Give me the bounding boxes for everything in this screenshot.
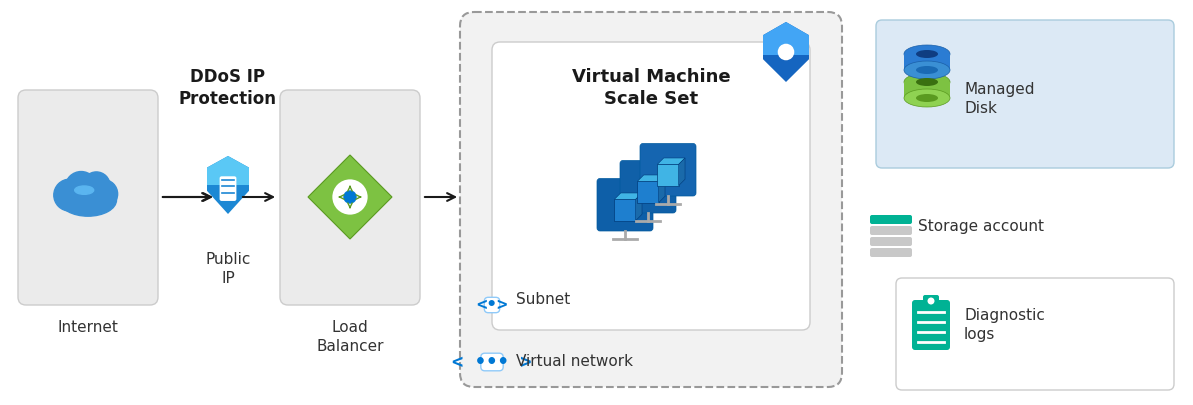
Text: Virtual Machine
Scale Set: Virtual Machine Scale Set	[571, 68, 730, 108]
FancyBboxPatch shape	[596, 179, 653, 231]
FancyBboxPatch shape	[18, 90, 157, 305]
FancyBboxPatch shape	[870, 248, 911, 257]
Bar	[904, 54, 950, 70]
Circle shape	[344, 190, 357, 204]
FancyBboxPatch shape	[870, 226, 911, 235]
Polygon shape	[614, 193, 642, 199]
Text: DDoS IP
Protection: DDoS IP Protection	[179, 68, 277, 108]
Circle shape	[333, 179, 367, 215]
Circle shape	[54, 179, 86, 211]
Circle shape	[82, 172, 110, 199]
Polygon shape	[764, 22, 809, 82]
Ellipse shape	[904, 73, 950, 91]
Text: Load
Balancer: Load Balancer	[316, 320, 384, 354]
Polygon shape	[637, 175, 665, 181]
Text: Public
IP: Public IP	[205, 252, 251, 286]
Text: Managed
Disk: Managed Disk	[964, 82, 1034, 115]
FancyBboxPatch shape	[280, 90, 420, 305]
Polygon shape	[636, 193, 642, 221]
Ellipse shape	[904, 89, 950, 107]
Ellipse shape	[916, 78, 938, 86]
Polygon shape	[208, 156, 249, 214]
Ellipse shape	[916, 50, 938, 58]
FancyBboxPatch shape	[896, 278, 1174, 390]
Bar	[657, 164, 679, 185]
FancyBboxPatch shape	[220, 176, 236, 201]
Polygon shape	[657, 158, 685, 164]
Bar	[614, 199, 636, 221]
Ellipse shape	[904, 61, 950, 79]
Circle shape	[88, 179, 118, 209]
Ellipse shape	[916, 66, 938, 74]
FancyBboxPatch shape	[639, 143, 696, 196]
Polygon shape	[308, 155, 392, 239]
Text: Internet: Internet	[57, 320, 118, 335]
Text: Storage account: Storage account	[917, 219, 1044, 234]
FancyBboxPatch shape	[460, 12, 842, 387]
Circle shape	[927, 298, 934, 305]
Circle shape	[66, 172, 97, 203]
Circle shape	[778, 44, 795, 60]
Polygon shape	[764, 22, 809, 55]
FancyBboxPatch shape	[911, 300, 950, 350]
Ellipse shape	[60, 184, 117, 216]
FancyBboxPatch shape	[620, 160, 676, 213]
Ellipse shape	[916, 94, 938, 102]
Polygon shape	[679, 158, 685, 185]
Text: Diagnostic
logs: Diagnostic logs	[964, 308, 1045, 341]
FancyBboxPatch shape	[484, 297, 500, 313]
FancyBboxPatch shape	[923, 295, 939, 305]
Ellipse shape	[75, 186, 94, 194]
FancyBboxPatch shape	[876, 20, 1174, 168]
Text: Subnet: Subnet	[517, 292, 570, 307]
Text: < ••• >: < ••• >	[452, 352, 532, 371]
FancyBboxPatch shape	[481, 353, 503, 371]
Polygon shape	[659, 175, 665, 202]
FancyBboxPatch shape	[870, 237, 911, 246]
Text: Virtual network: Virtual network	[517, 354, 633, 369]
Bar	[904, 82, 950, 98]
Bar	[637, 181, 659, 202]
FancyBboxPatch shape	[870, 215, 911, 224]
Text: <•>: <•>	[476, 296, 508, 314]
Ellipse shape	[904, 45, 950, 63]
FancyBboxPatch shape	[492, 42, 810, 330]
Polygon shape	[208, 156, 249, 185]
